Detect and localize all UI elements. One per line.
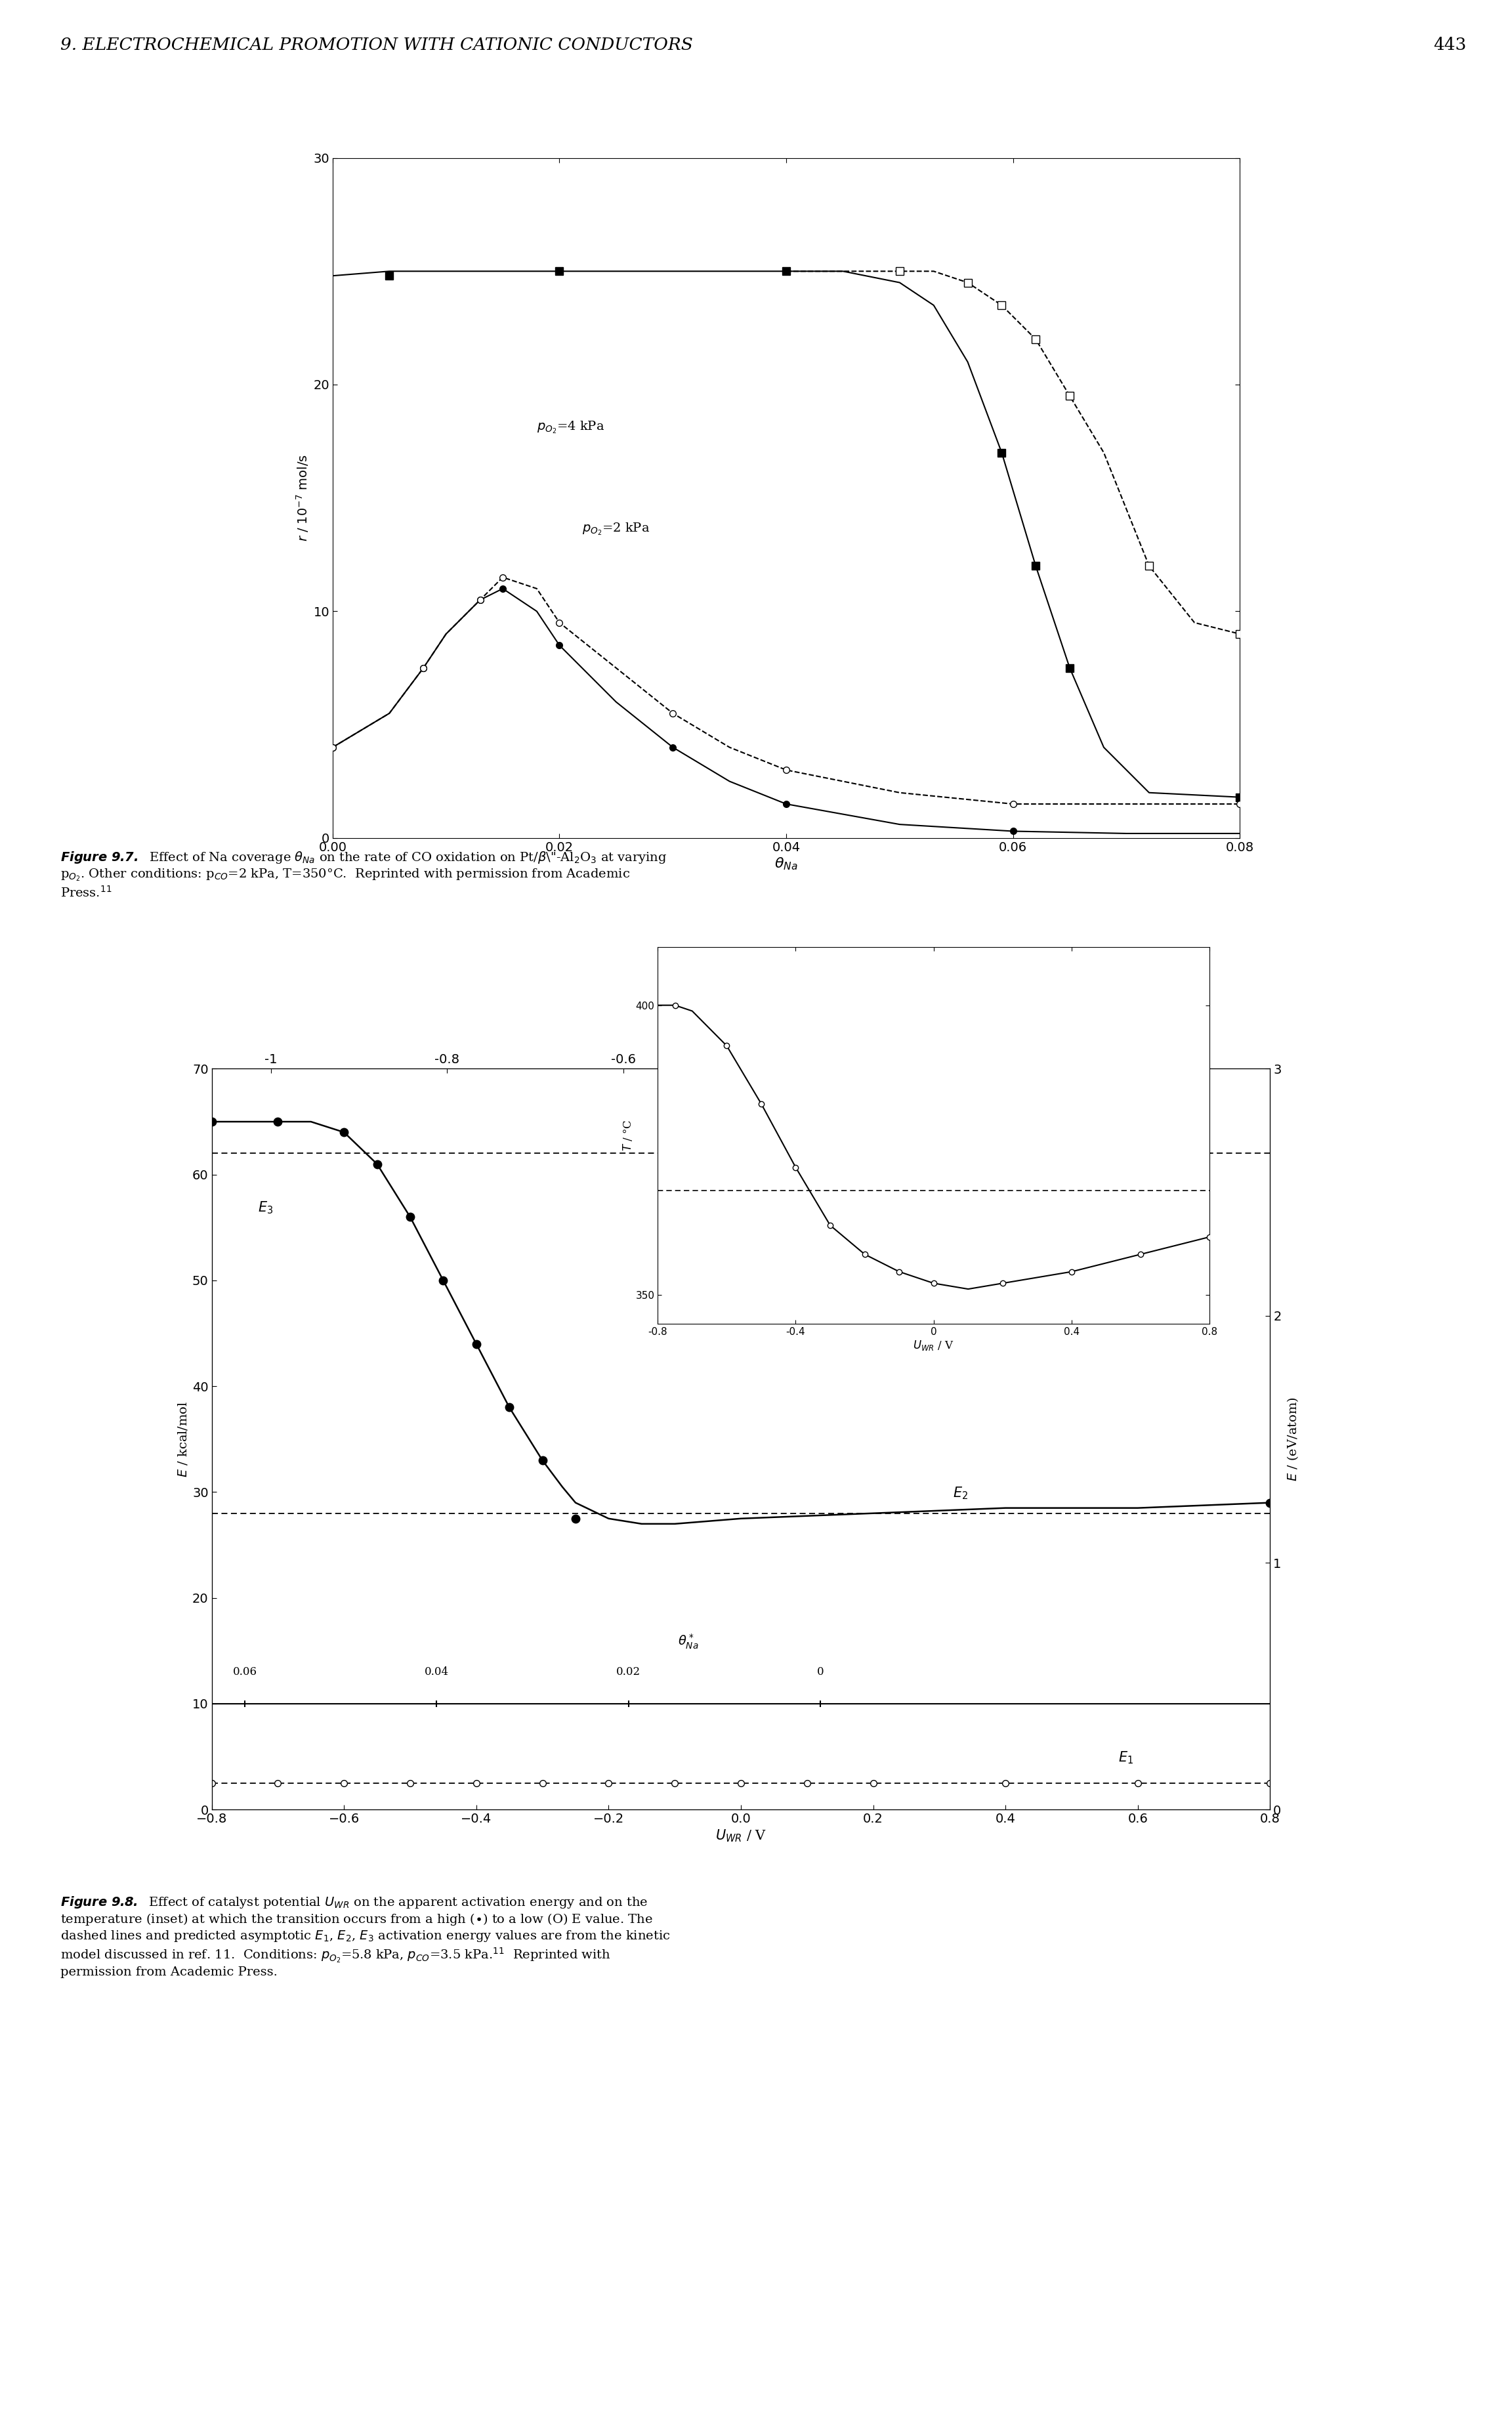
Y-axis label: $E$ / (eV/atom): $E$ / (eV/atom) [1285, 1397, 1300, 1482]
Y-axis label: $E$ / kcal/mol: $E$ / kcal/mol [177, 1402, 189, 1477]
Text: $\bfit{Figure\ 9.7.}$  Effect of Na coverage $\theta_{Na}$ on the rate of CO oxi: $\bfit{Figure\ 9.7.}$ Effect of Na cover… [60, 850, 667, 899]
Text: 0.02: 0.02 [617, 1666, 641, 1678]
X-axis label: $\Delta\Phi$ / eV: $\Delta\Phi$ / eV [714, 1037, 768, 1052]
Y-axis label: $r$ / $10^{-7}$ mol/s: $r$ / $10^{-7}$ mol/s [295, 454, 310, 542]
Text: $\theta^*_{Na}$: $\theta^*_{Na}$ [677, 1632, 699, 1652]
Text: $E_2$: $E_2$ [953, 1487, 968, 1501]
Text: 0.06: 0.06 [233, 1666, 257, 1678]
X-axis label: $\theta_{Na}$: $\theta_{Na}$ [774, 857, 798, 872]
Text: 9. ELECTROCHEMICAL PROMOTION WITH CATIONIC CONDUCTORS: 9. ELECTROCHEMICAL PROMOTION WITH CATION… [60, 36, 692, 53]
Text: 0: 0 [816, 1666, 824, 1678]
Text: 0.04: 0.04 [425, 1666, 449, 1678]
Text: $p_{O_2}$=4 kPa: $p_{O_2}$=4 kPa [537, 420, 605, 435]
Text: $E_3$: $E_3$ [259, 1200, 274, 1214]
X-axis label: $U_{WR}$ / V: $U_{WR}$ / V [715, 1829, 767, 1844]
Text: $\bfit{Figure\ 9.8.}$  Effect of catalyst potential $U_{WR}$ on the apparent act: $\bfit{Figure\ 9.8.}$ Effect of catalyst… [60, 1895, 670, 1977]
Text: $p_{O_2}$=2 kPa: $p_{O_2}$=2 kPa [582, 522, 650, 537]
Text: $E_1$: $E_1$ [1117, 1751, 1132, 1766]
Y-axis label: $T$ / °C: $T$ / °C [621, 1120, 634, 1151]
Text: 443: 443 [1433, 36, 1467, 53]
X-axis label: $U_{WR}$ / V: $U_{WR}$ / V [913, 1338, 954, 1353]
